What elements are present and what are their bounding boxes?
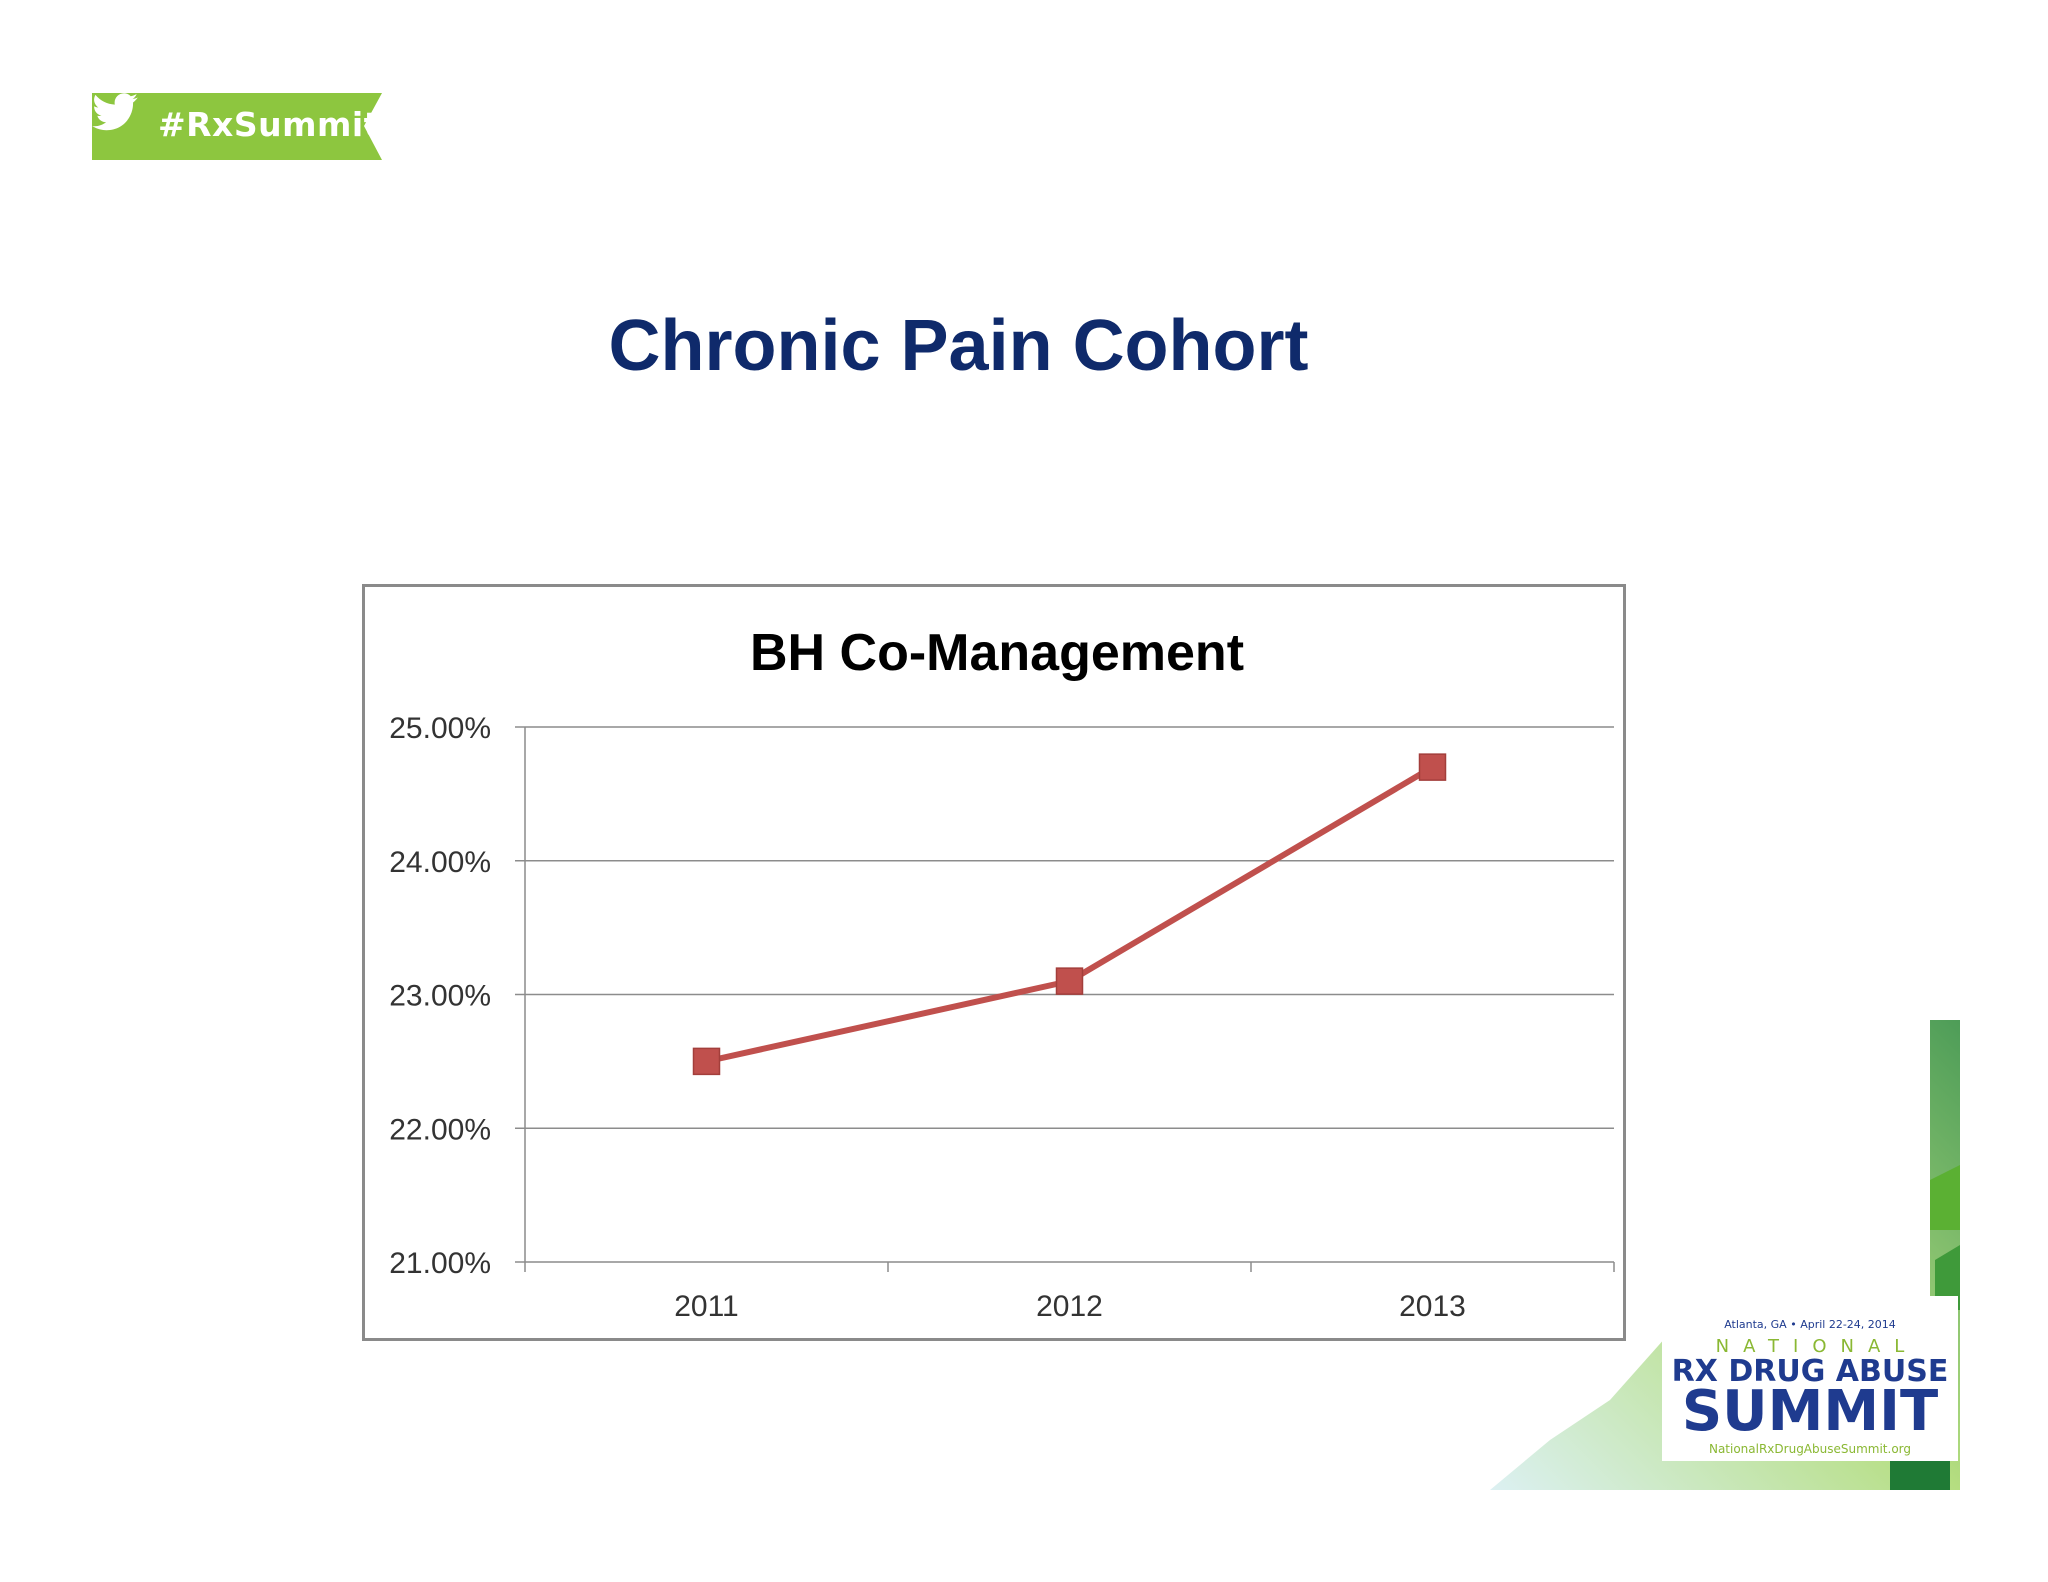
x-tick-labels: 2011 2012 2013 bbox=[674, 1290, 1466, 1323]
y-tick-label: 21.00% bbox=[389, 1247, 491, 1280]
data-point-marker bbox=[1418, 753, 1447, 781]
slide-title: Chronic Pain Cohort bbox=[608, 306, 1309, 386]
data-point-marker bbox=[1055, 967, 1084, 995]
y-tick-label: 25.00% bbox=[389, 712, 491, 745]
chart-title: BH Co-Management bbox=[750, 624, 1244, 682]
logo-location-date: Atlanta, GA • April 22-24, 2014 bbox=[1724, 1318, 1896, 1331]
x-tick-label: 2012 bbox=[1036, 1290, 1103, 1323]
y-tick-labels: 25.00% 24.00% 23.00% 22.00% 21.00% bbox=[389, 712, 491, 1280]
series-layer bbox=[692, 753, 1447, 1076]
data-point-marker bbox=[692, 1047, 721, 1076]
logo-summit: SUMMIT bbox=[1681, 1379, 1939, 1444]
line-chart: BH Co-Management 25.00% 24.00% 23.00% 22.00… bbox=[389, 624, 1615, 1323]
y-tick-label: 24.00% bbox=[389, 846, 491, 879]
x-tick-label: 2011 bbox=[674, 1290, 739, 1323]
chart-frame: BH Co-Management 25.00% 24.00% 23.00% 22.00… bbox=[362, 584, 1626, 1341]
hashtag-banner: #RxSummit bbox=[92, 93, 382, 160]
logo-rx-drug-abuse: RX DRUG ABUSE bbox=[1671, 1354, 1949, 1389]
banner-shape bbox=[92, 93, 382, 160]
axes bbox=[515, 726, 1615, 1272]
x-tick-label: 2013 bbox=[1399, 1290, 1466, 1323]
twitter-bird-icon bbox=[92, 93, 138, 131]
series-line bbox=[705, 764, 1435, 1065]
logo-national: NATIONAL bbox=[1715, 1336, 1919, 1357]
gridlines bbox=[525, 726, 1614, 1129]
hashtag-text: #RxSummit bbox=[158, 105, 380, 144]
summit-logo: Atlanta, GA • April 22-24, 2014 NATIONAL… bbox=[1662, 1296, 1958, 1461]
logo-url: NationalRxDrugAbuseSummit.org bbox=[1708, 1442, 1912, 1456]
y-tick-label: 23.00% bbox=[389, 980, 491, 1013]
y-tick-label: 22.00% bbox=[389, 1113, 491, 1146]
